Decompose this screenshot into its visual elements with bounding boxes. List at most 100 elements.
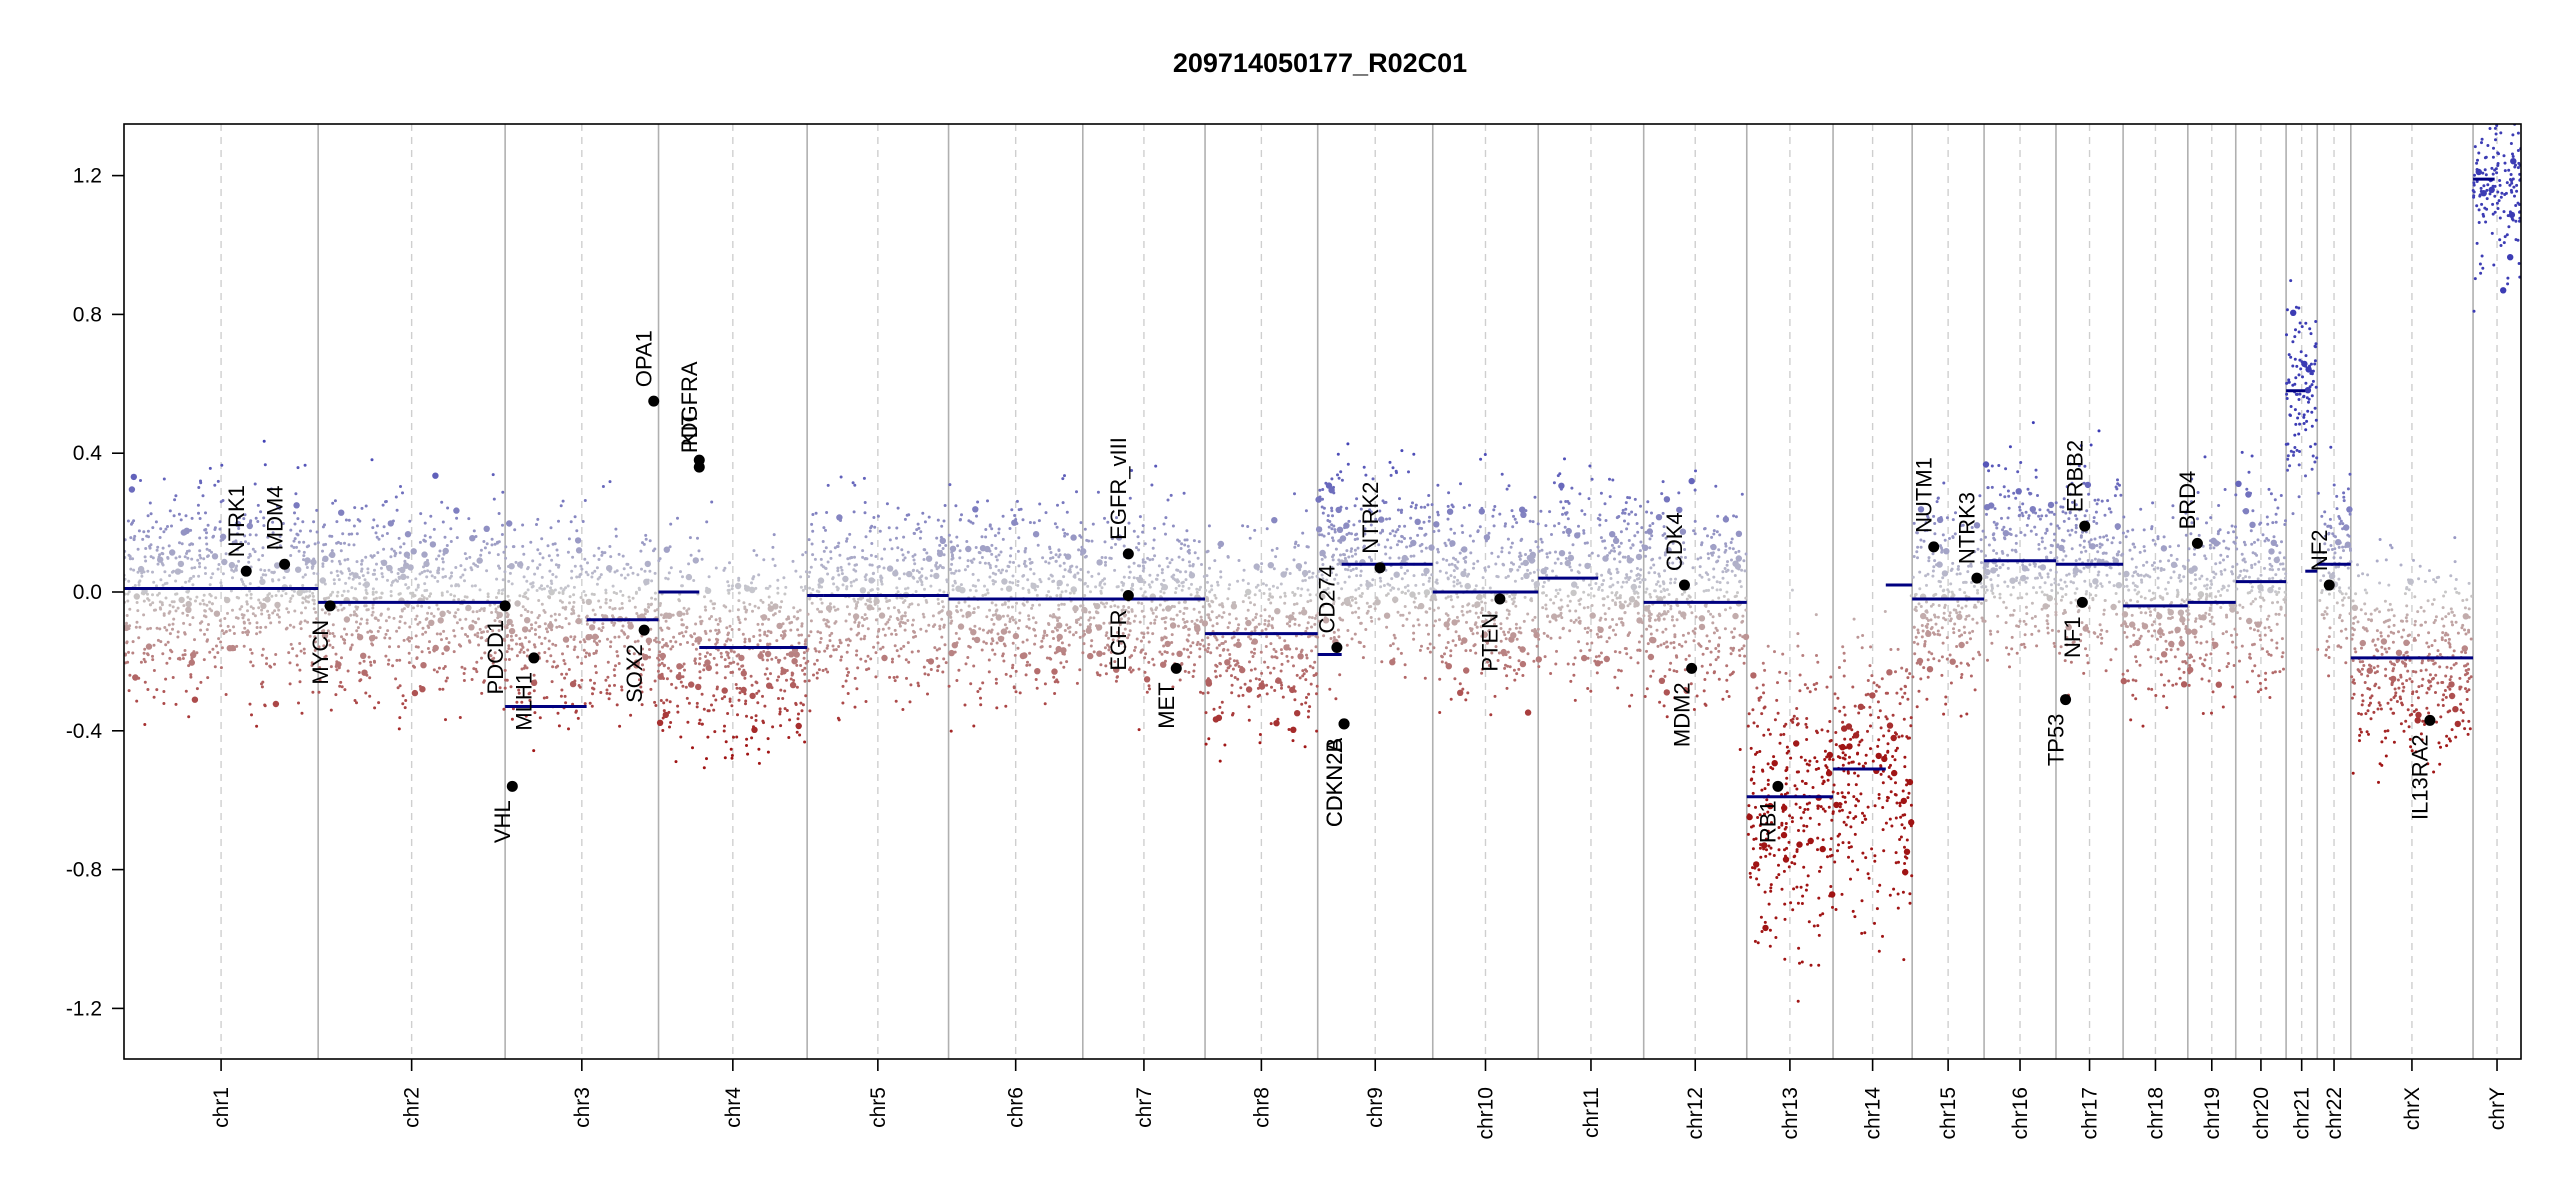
probe-point	[873, 525, 877, 529]
probe-point	[190, 557, 194, 561]
probe-point	[463, 595, 467, 599]
probe-point	[331, 632, 335, 635]
probe-point	[1009, 674, 1013, 678]
probe-point	[202, 602, 206, 606]
probe-point	[1496, 659, 1500, 662]
probe-point	[363, 604, 367, 608]
probe-point	[702, 668, 706, 672]
probe-point	[847, 670, 850, 674]
probe-point	[1447, 491, 1451, 495]
probe-point	[287, 610, 290, 614]
probe-point	[1507, 484, 1511, 488]
probe-point	[1184, 625, 1188, 629]
probe-point	[1503, 633, 1507, 637]
probe-point	[1141, 524, 1145, 528]
probe-point	[1533, 615, 1537, 619]
probe-point	[1047, 561, 1051, 565]
probe-point	[343, 558, 347, 562]
probe-point	[767, 595, 771, 599]
probe-point	[991, 579, 995, 583]
probe-point	[862, 618, 866, 621]
probe-point	[1264, 627, 1268, 631]
probe-point	[168, 632, 172, 636]
probe-point	[1533, 495, 1537, 499]
probe-point	[1493, 622, 1496, 626]
probe-point	[272, 700, 280, 708]
probe-point	[715, 671, 719, 675]
probe-point	[892, 570, 899, 577]
probe-point	[198, 621, 202, 625]
probe-point	[620, 573, 623, 577]
probe-point	[617, 635, 621, 639]
probe-point	[1208, 590, 1212, 594]
probe-point	[1280, 571, 1287, 578]
probe-point	[1391, 529, 1395, 533]
probe-point	[729, 638, 733, 642]
probe-point	[1092, 616, 1096, 620]
probe-point	[1389, 659, 1396, 666]
probe-point	[954, 631, 958, 635]
probe-point	[674, 640, 678, 644]
probe-point	[999, 550, 1003, 554]
probe-point	[172, 514, 176, 518]
probe-point	[931, 625, 935, 628]
probe-point	[518, 594, 522, 598]
probe-point	[1008, 560, 1012, 564]
probe-point	[1287, 685, 1291, 689]
probe-point	[1081, 604, 1085, 607]
probe-point	[506, 520, 513, 527]
probe-point	[794, 569, 798, 573]
probe-point	[284, 627, 288, 631]
probe-point	[1286, 659, 1290, 663]
probe-point	[375, 596, 378, 600]
probe-point	[490, 611, 494, 614]
probe-point	[1318, 495, 1322, 499]
probe-point	[1104, 556, 1108, 560]
probe-point	[697, 722, 701, 725]
probe-point	[1190, 619, 1194, 623]
probe-point	[1028, 521, 1032, 524]
probe-point	[806, 659, 810, 663]
probe-point	[277, 608, 281, 612]
probe-point	[224, 630, 228, 634]
probe-point	[1143, 656, 1147, 660]
probe-point	[1055, 645, 1062, 653]
probe-point	[1304, 509, 1308, 513]
probe-point	[757, 573, 761, 577]
probe-point	[532, 643, 536, 647]
probe-point	[1171, 652, 1175, 656]
probe-point	[984, 593, 987, 597]
probe-point	[317, 645, 321, 649]
probe-point	[679, 570, 682, 574]
probe-point	[349, 613, 353, 617]
probe-point	[142, 599, 146, 603]
probe-point	[638, 678, 641, 682]
probe-point	[734, 582, 742, 590]
probe-point	[1389, 473, 1393, 477]
probe-point	[660, 653, 664, 657]
probe-point	[1356, 546, 1360, 550]
probe-point	[1379, 579, 1383, 583]
probe-point	[811, 513, 815, 516]
probe-point	[938, 543, 942, 547]
probe-point	[1524, 553, 1527, 556]
probe-point	[1425, 610, 1429, 614]
probe-point	[1012, 618, 1015, 622]
probe-point	[1137, 542, 1141, 545]
probe-point	[573, 515, 577, 519]
probe-point	[1526, 568, 1530, 572]
probe-point	[504, 556, 508, 560]
probe-point	[264, 573, 268, 577]
probe-point	[231, 608, 234, 612]
probe-point	[878, 607, 882, 611]
probe-point	[1059, 593, 1063, 597]
probe-point	[1034, 634, 1037, 638]
probe-point	[1337, 596, 1341, 600]
probe-point	[316, 541, 320, 545]
probe-point	[1033, 628, 1036, 632]
probe-point	[205, 531, 208, 535]
probe-point	[789, 628, 793, 632]
probe-point	[778, 710, 782, 714]
probe-point	[641, 663, 644, 667]
probe-point	[1295, 673, 1299, 677]
